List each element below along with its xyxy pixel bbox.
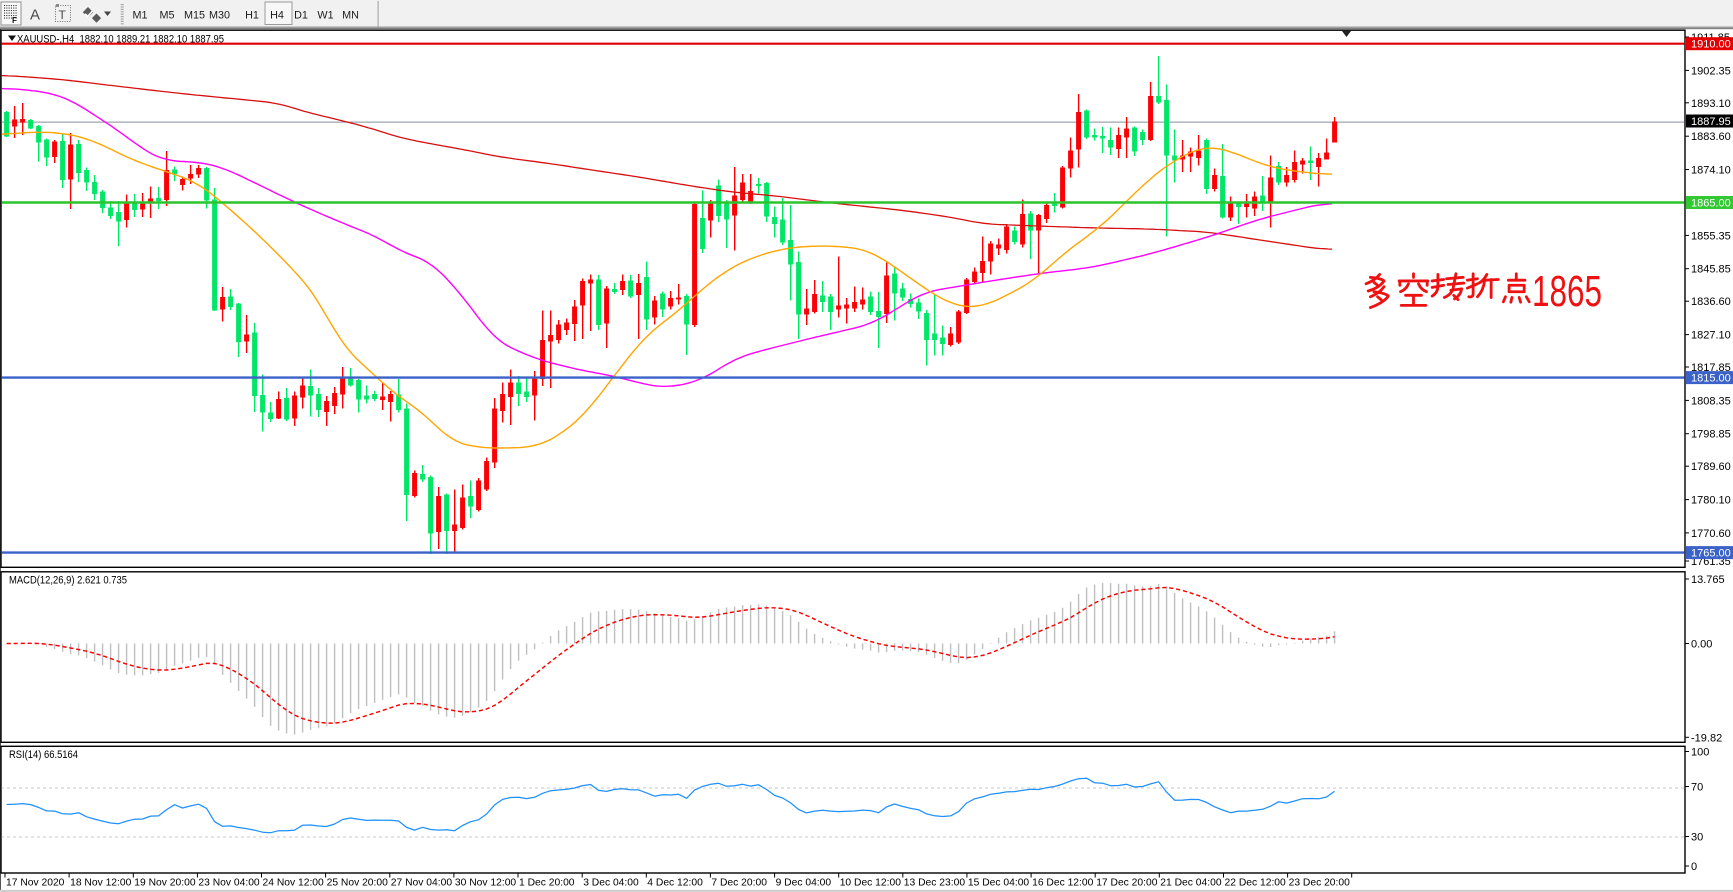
svg-text:100: 100 — [1691, 747, 1709, 759]
svg-text:22 Dec 12:00: 22 Dec 12:00 — [1225, 878, 1287, 889]
svg-text:13.765: 13.765 — [1691, 574, 1725, 586]
svg-text:4 Dec 12:00: 4 Dec 12:00 — [647, 878, 703, 889]
svg-text:1827.10: 1827.10 — [1691, 330, 1731, 342]
svg-text:1770.60: 1770.60 — [1691, 528, 1731, 540]
svg-text:1817.85: 1817.85 — [1691, 362, 1731, 374]
svg-text:1887.95: 1887.95 — [1691, 116, 1731, 128]
svg-text:H4: H4 — [270, 9, 284, 21]
svg-text:H1: H1 — [245, 9, 259, 21]
svg-text:M30: M30 — [209, 9, 230, 21]
svg-text:M5: M5 — [160, 9, 175, 21]
svg-text:1910.00: 1910.00 — [1691, 39, 1731, 51]
svg-text:1865: 1865 — [1532, 267, 1602, 316]
svg-text:25 Nov 20:00: 25 Nov 20:00 — [327, 878, 389, 889]
svg-text:0: 0 — [1691, 861, 1697, 873]
svg-text:70: 70 — [1691, 782, 1703, 794]
svg-text:30 Nov 12:00: 30 Nov 12:00 — [455, 878, 517, 889]
svg-text:1855.35: 1855.35 — [1691, 230, 1731, 242]
svg-text:1845.85: 1845.85 — [1691, 264, 1731, 276]
svg-text:23 Nov 04:00: 23 Nov 04:00 — [198, 878, 260, 889]
svg-text:1836.60: 1836.60 — [1691, 296, 1731, 308]
svg-text:MN: MN — [342, 9, 359, 21]
svg-text:M15: M15 — [184, 9, 205, 21]
svg-text:1808.35: 1808.35 — [1691, 395, 1731, 407]
svg-text:MACD(12,26,9) 2.621 0.735: MACD(12,26,9) 2.621 0.735 — [9, 575, 127, 587]
svg-text:F: F — [12, 16, 17, 25]
svg-text:1798.85: 1798.85 — [1691, 429, 1731, 441]
svg-text:RSI(14) 66.5164: RSI(14) 66.5164 — [9, 749, 78, 761]
svg-text:19 Nov 20:00: 19 Nov 20:00 — [134, 878, 196, 889]
svg-text:30: 30 — [1691, 832, 1703, 844]
svg-text:15 Dec 04:00: 15 Dec 04:00 — [968, 878, 1030, 889]
svg-text:W1: W1 — [317, 9, 333, 21]
svg-text:XAUUSD-,H4 1882.10 1889.21 18: XAUUSD-,H4 1882.10 1889.21 1882.10 1887.… — [17, 34, 224, 46]
svg-text:13 Dec 23:00: 13 Dec 23:00 — [904, 878, 966, 889]
svg-text:9 Dec 04:00: 9 Dec 04:00 — [776, 878, 832, 889]
svg-text:1780.10: 1780.10 — [1691, 495, 1731, 507]
svg-text:-19.82: -19.82 — [1691, 732, 1722, 744]
svg-text:27 Nov 04:00: 27 Nov 04:00 — [391, 878, 453, 889]
svg-text:16 Dec 12:00: 16 Dec 12:00 — [1032, 878, 1094, 889]
svg-text:23 Dec 20:00: 23 Dec 20:00 — [1289, 878, 1351, 889]
svg-text:1874.10: 1874.10 — [1691, 165, 1731, 177]
svg-text:0.00: 0.00 — [1691, 639, 1712, 651]
svg-text:1815.00: 1815.00 — [1691, 373, 1731, 385]
svg-text:1883.60: 1883.60 — [1691, 131, 1731, 143]
svg-text:10 Dec 12:00: 10 Dec 12:00 — [840, 878, 902, 889]
svg-text:1765.00: 1765.00 — [1691, 548, 1731, 560]
svg-text:1902.35: 1902.35 — [1691, 65, 1731, 77]
svg-text:1789.60: 1789.60 — [1691, 461, 1731, 473]
svg-text:D1: D1 — [294, 9, 308, 21]
svg-text:A: A — [30, 7, 40, 24]
svg-text:24 Nov 12:00: 24 Nov 12:00 — [263, 878, 325, 889]
svg-text:7 Dec 20:00: 7 Dec 20:00 — [711, 878, 767, 889]
svg-text:21 Dec 04:00: 21 Dec 04:00 — [1160, 878, 1222, 889]
svg-text:M1: M1 — [133, 9, 148, 21]
svg-text:1 Dec 20:00: 1 Dec 20:00 — [519, 878, 575, 889]
svg-text:1865.00: 1865.00 — [1691, 198, 1731, 210]
svg-text:3 Dec 04:00: 3 Dec 04:00 — [583, 878, 639, 889]
svg-text:T: T — [59, 8, 67, 22]
svg-text:1893.10: 1893.10 — [1691, 98, 1731, 110]
svg-text:18 Nov 12:00: 18 Nov 12:00 — [70, 878, 132, 889]
svg-text:17 Nov 2020: 17 Nov 2020 — [6, 878, 65, 889]
svg-text:17 Dec 20:00: 17 Dec 20:00 — [1096, 878, 1158, 889]
